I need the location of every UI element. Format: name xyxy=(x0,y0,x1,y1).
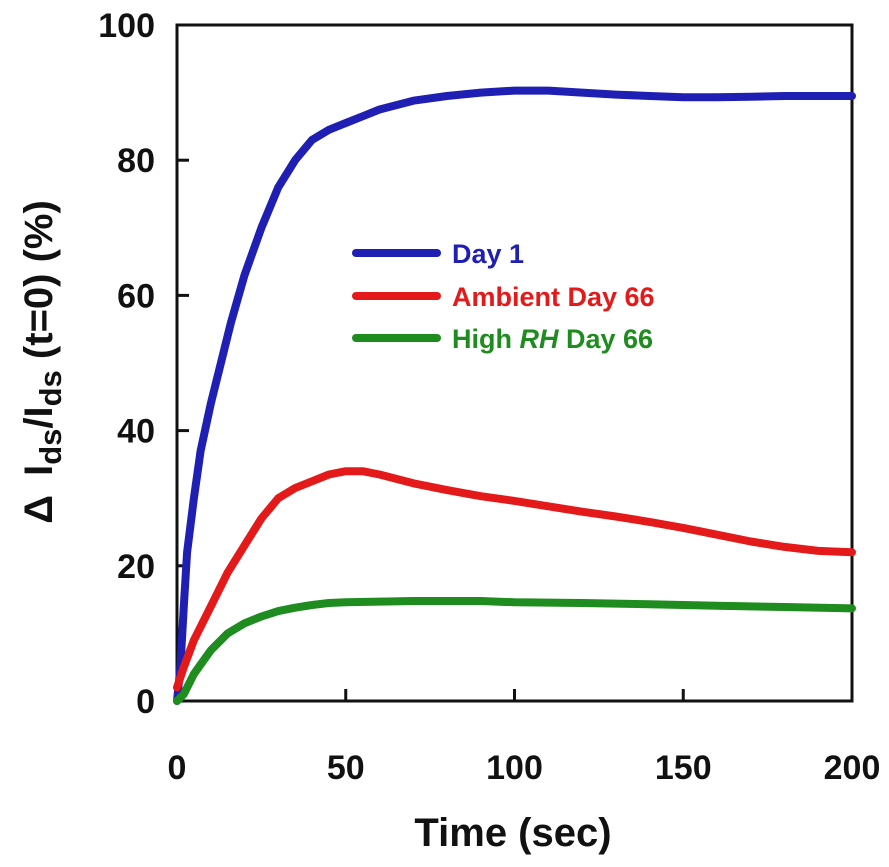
legend-label-high-rh-day-66: High RH Day 66 xyxy=(452,324,653,354)
series-lines xyxy=(173,86,856,705)
x-axis-title: Time (sec) xyxy=(414,811,611,855)
y-tick-label: 80 xyxy=(117,142,155,180)
y-axis-title: Δ Ids/Ids (t=0) (%) xyxy=(17,200,68,524)
y-axis-title-sub1: ds xyxy=(33,429,68,465)
y-tick-label: 20 xyxy=(117,548,155,586)
legend: Day 1 Ambient Day 66 High RH Day 66 xyxy=(352,239,655,354)
y-axis-title-rest: (t=0) (%) xyxy=(17,200,61,370)
x-tick-label: 100 xyxy=(486,749,543,787)
legend-label-high-rh-italic: RH xyxy=(520,324,559,354)
x-tick-label: 0 xyxy=(168,749,187,787)
legend-label-high-rh-post: Day 66 xyxy=(559,324,654,354)
legend-label-day-1: Day 1 xyxy=(452,239,524,269)
series-line-high-rh-day-66 xyxy=(173,597,856,705)
x-tick-label: 200 xyxy=(824,749,881,787)
legend-label-ambient-day-66: Ambient Day 66 xyxy=(452,282,655,312)
y-tick-label: 60 xyxy=(117,277,155,315)
series-line-day-1 xyxy=(173,86,856,705)
y-axis-title-sub2: ds xyxy=(33,370,68,406)
y-tick-label: 0 xyxy=(136,683,155,721)
y-axis-title-slash: /I xyxy=(17,406,61,428)
y-axis-ticks: 0 20 40 60 80 100 xyxy=(98,7,189,721)
y-axis-title-delta: Δ xyxy=(17,495,61,524)
legend-label-high-rh-pre: High xyxy=(452,324,520,354)
y-tick-label: 100 xyxy=(98,7,155,45)
x-axis-ticks: 0 50 100 150 200 xyxy=(168,689,881,787)
y-axis-title-i: I xyxy=(17,465,61,476)
x-tick-label: 50 xyxy=(327,749,365,787)
series-line-ambient-day-66 xyxy=(173,467,856,692)
y-tick-label: 40 xyxy=(117,413,155,451)
x-tick-label: 150 xyxy=(655,749,712,787)
